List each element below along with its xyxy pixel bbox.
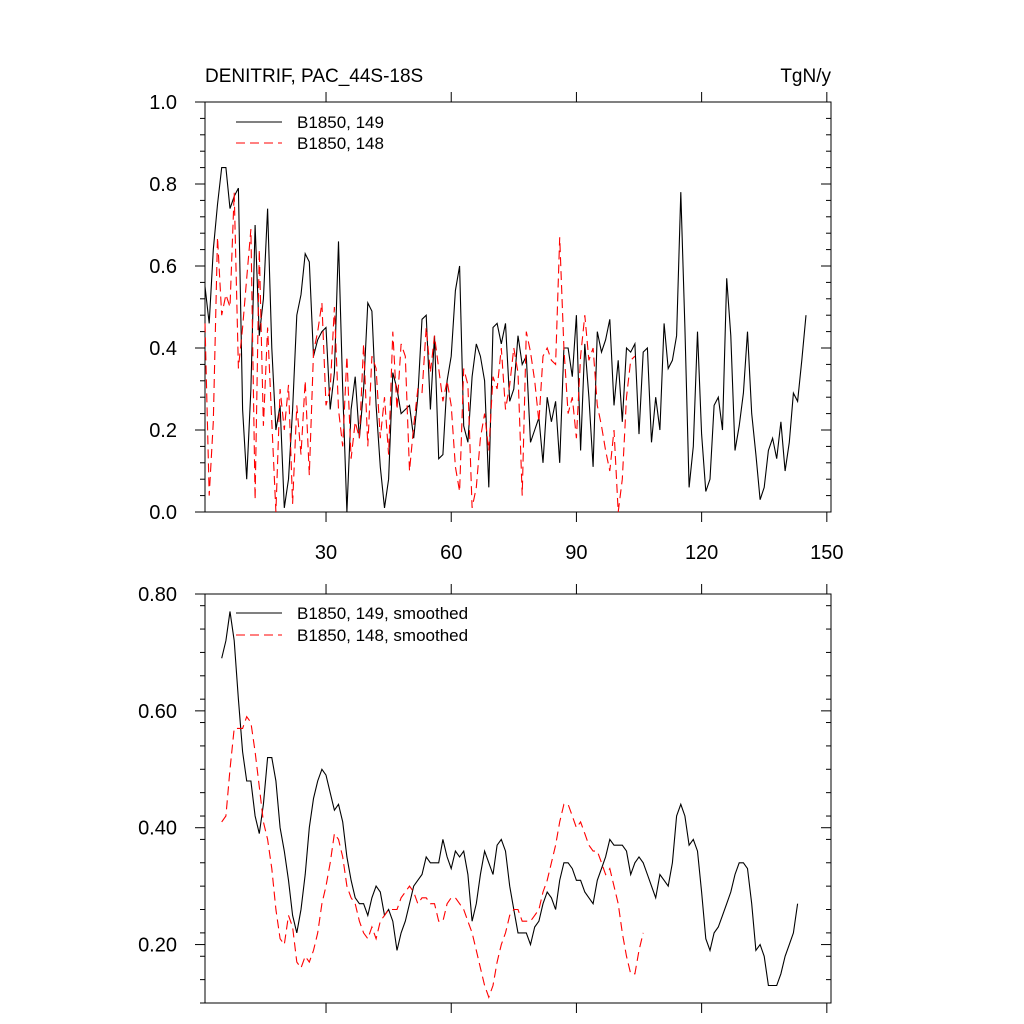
series-line [221,715,644,999]
bottom-y-tick-labels: 0.20 0.40 0.60 0.80 [138,584,177,957]
y-tick-label: 0.80 [138,584,177,606]
top-chart-title: DENITRIF, PAC_44S-18S [205,66,423,87]
bottom-series-lines [221,611,799,999]
y-tick-label: 0.40 [138,818,177,840]
y-tick-label: 0.6 [149,256,177,278]
series-line [221,611,799,987]
top-axis-ticks [195,92,831,522]
bottom-panel: 0.20 0.40 0.60 0.80 B1850, 149, smoothed B1… [138,584,832,1013]
x-tick-label: 60 [440,542,462,564]
legend-label-148: B1850, 148 [297,134,384,153]
top-panel: DENITRIF, PAC_44S-18S TgN/y 0.0 0.2 0.4 0.6… [149,66,843,564]
y-tick-label: 0.0 [149,502,177,524]
y-tick-label: 0.60 [138,701,177,723]
legend-label-148-smoothed: B1850, 148, smoothed [297,626,468,645]
series-line [204,192,636,513]
top-y-tick-labels: 0.0 0.2 0.4 0.6 0.8 1.0 [149,92,177,524]
x-tick-label: 30 [315,542,337,564]
top-series-lines [204,167,807,513]
x-tick-label: 120 [685,542,718,564]
bottom-legend: B1850, 149, smoothed B1850, 148, smoothe… [236,604,468,645]
top-plot-frame [204,101,832,513]
y-tick-label: 0.2 [149,420,177,442]
top-legend: B1850, 149 B1850, 148 [236,113,384,153]
top-chart-units: TgN/y [780,66,831,87]
y-tick-label: 0.4 [149,338,177,360]
x-tick-label: 150 [810,542,843,564]
bottom-axis-ticks [195,584,831,1013]
x-tick-label: 90 [565,542,587,564]
y-tick-label: 0.8 [149,174,177,196]
series-line [204,167,807,513]
top-x-tick-labels: 30 60 90 120 150 [315,542,844,564]
legend-label-149-smoothed: B1850, 149, smoothed [297,604,468,623]
bottom-plot-frame [204,593,832,1004]
legend-label-149: B1850, 149 [297,113,384,132]
y-tick-label: 0.20 [138,935,177,957]
y-tick-label: 1.0 [149,92,177,114]
